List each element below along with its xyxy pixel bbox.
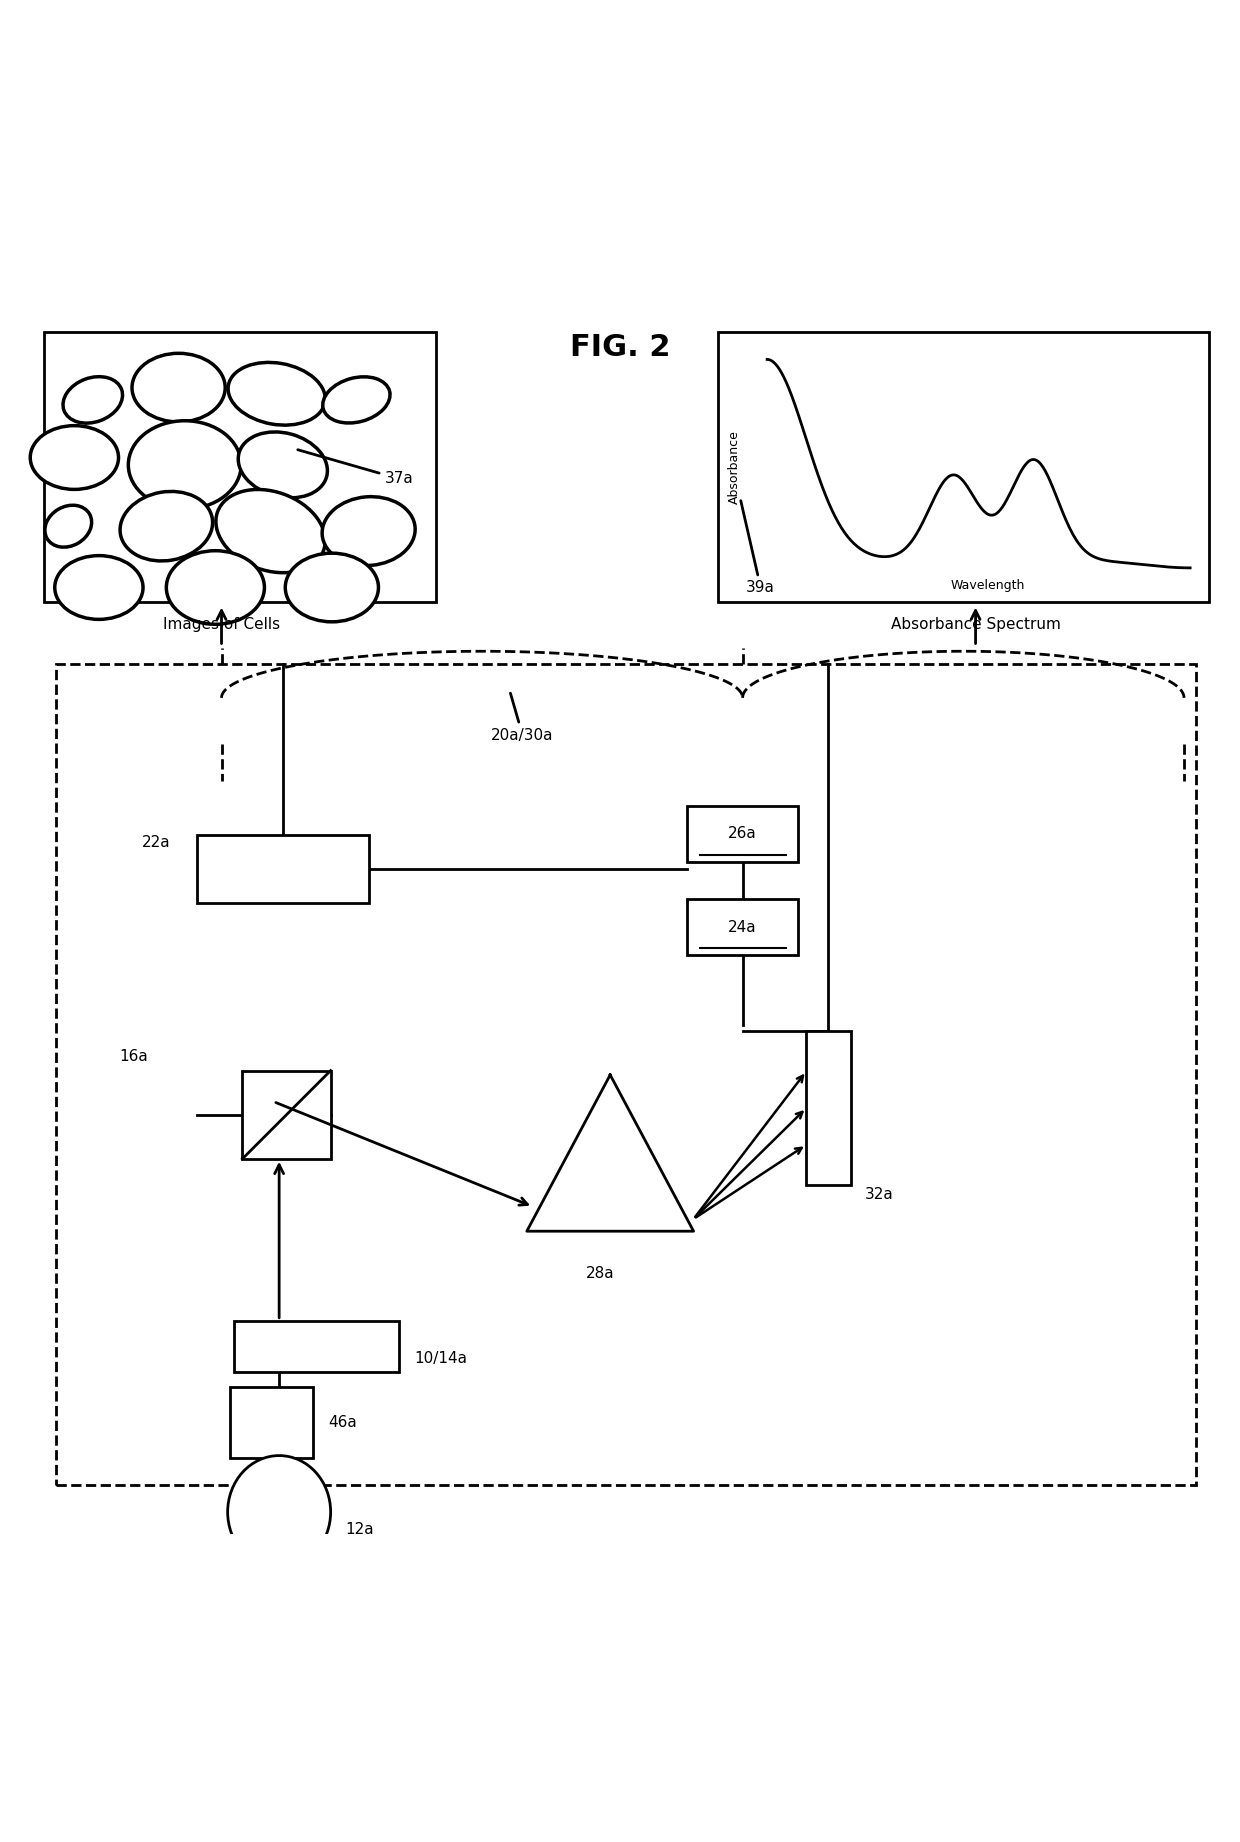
Text: 22a: 22a bbox=[141, 834, 170, 849]
FancyBboxPatch shape bbox=[687, 899, 797, 956]
FancyBboxPatch shape bbox=[43, 332, 436, 602]
Text: Absorbance Spectrum: Absorbance Spectrum bbox=[890, 617, 1060, 632]
Text: 37a: 37a bbox=[298, 449, 413, 486]
Ellipse shape bbox=[166, 551, 264, 624]
FancyBboxPatch shape bbox=[806, 1032, 851, 1184]
Ellipse shape bbox=[285, 553, 378, 623]
Ellipse shape bbox=[55, 556, 143, 619]
Ellipse shape bbox=[63, 376, 123, 424]
Text: Absorbance: Absorbance bbox=[728, 431, 740, 505]
Ellipse shape bbox=[45, 505, 92, 547]
Text: 12a: 12a bbox=[346, 1521, 374, 1536]
Text: Wavelength: Wavelength bbox=[951, 578, 1025, 591]
FancyBboxPatch shape bbox=[234, 1321, 399, 1372]
Ellipse shape bbox=[238, 431, 327, 497]
Text: 10/14a: 10/14a bbox=[414, 1352, 467, 1367]
Text: 26a: 26a bbox=[728, 827, 756, 842]
Text: 32a: 32a bbox=[866, 1188, 894, 1203]
FancyBboxPatch shape bbox=[197, 834, 368, 903]
Text: 39a: 39a bbox=[740, 501, 775, 595]
Ellipse shape bbox=[30, 426, 119, 490]
Text: 20a/30a: 20a/30a bbox=[491, 693, 554, 742]
FancyBboxPatch shape bbox=[687, 805, 797, 862]
Ellipse shape bbox=[120, 492, 212, 562]
Text: 46a: 46a bbox=[329, 1415, 357, 1429]
Text: 24a: 24a bbox=[728, 919, 756, 934]
Text: FIG. 2: FIG. 2 bbox=[569, 333, 671, 361]
Ellipse shape bbox=[128, 420, 241, 508]
Ellipse shape bbox=[228, 363, 325, 426]
Text: Images of Cells: Images of Cells bbox=[162, 617, 280, 632]
Ellipse shape bbox=[322, 378, 391, 424]
Ellipse shape bbox=[216, 490, 325, 573]
FancyBboxPatch shape bbox=[718, 332, 1209, 602]
FancyBboxPatch shape bbox=[242, 1070, 331, 1159]
Text: 28a: 28a bbox=[587, 1265, 615, 1280]
Ellipse shape bbox=[228, 1455, 331, 1568]
Ellipse shape bbox=[322, 497, 415, 565]
FancyBboxPatch shape bbox=[231, 1387, 314, 1459]
Ellipse shape bbox=[131, 354, 226, 422]
Text: 16a: 16a bbox=[120, 1048, 149, 1065]
